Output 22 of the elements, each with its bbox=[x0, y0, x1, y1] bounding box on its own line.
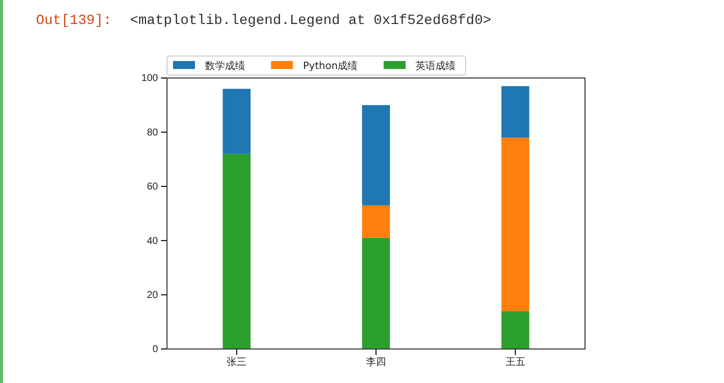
y-tick-label: 60 bbox=[146, 182, 158, 193]
bar bbox=[362, 205, 390, 238]
legend-label: Python成绩 bbox=[303, 60, 358, 72]
x-tick-label: 李四 bbox=[366, 356, 386, 368]
bar bbox=[222, 88, 251, 154]
y-tick-label: 0 bbox=[152, 344, 158, 356]
x-tick-label: 王五 bbox=[505, 357, 526, 368]
legend-label: 数学成绩 bbox=[205, 60, 245, 72]
text: <matplotlib.legend.Legend at 0x1f52ed68fd0> bbox=[130, 13, 492, 29]
bar bbox=[501, 86, 530, 138]
bar bbox=[362, 238, 390, 349]
y-tick-label: 100 bbox=[141, 73, 158, 84]
bar bbox=[501, 138, 530, 312]
y-tick-label: 80 bbox=[146, 127, 158, 138]
y-tick-label: 40 bbox=[146, 236, 158, 247]
text: Out[139]: bbox=[36, 13, 112, 29]
y-tick-label: 20 bbox=[146, 290, 158, 301]
bar bbox=[362, 105, 390, 206]
x-tick-label: 张三 bbox=[226, 356, 247, 368]
bar bbox=[222, 154, 251, 349]
legend-label: 英语成绩 bbox=[416, 60, 456, 72]
bar bbox=[501, 311, 530, 349]
